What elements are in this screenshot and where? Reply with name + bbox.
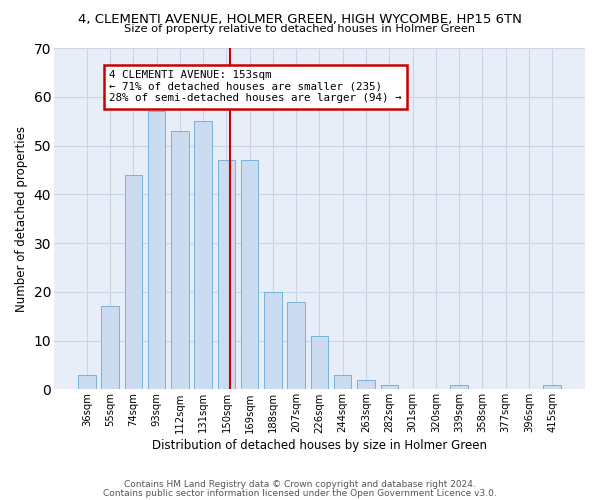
Bar xyxy=(287,302,305,390)
Bar xyxy=(380,384,398,390)
Bar xyxy=(311,336,328,390)
Bar xyxy=(171,131,188,390)
Text: 4 CLEMENTI AVENUE: 153sqm
← 71% of detached houses are smaller (235)
28% of semi: 4 CLEMENTI AVENUE: 153sqm ← 71% of detac… xyxy=(109,70,401,103)
Bar xyxy=(357,380,375,390)
Bar xyxy=(78,375,95,390)
X-axis label: Distribution of detached houses by size in Holmer Green: Distribution of detached houses by size … xyxy=(152,440,487,452)
Bar xyxy=(264,292,281,390)
Bar xyxy=(125,175,142,390)
Bar xyxy=(101,306,119,390)
Bar xyxy=(194,121,212,390)
Text: Contains HM Land Registry data © Crown copyright and database right 2024.: Contains HM Land Registry data © Crown c… xyxy=(124,480,476,489)
Bar xyxy=(451,384,468,390)
Text: 4, CLEMENTI AVENUE, HOLMER GREEN, HIGH WYCOMBE, HP15 6TN: 4, CLEMENTI AVENUE, HOLMER GREEN, HIGH W… xyxy=(78,12,522,26)
Bar xyxy=(241,160,259,390)
Text: Size of property relative to detached houses in Holmer Green: Size of property relative to detached ho… xyxy=(124,24,476,34)
Y-axis label: Number of detached properties: Number of detached properties xyxy=(15,126,28,312)
Text: Contains public sector information licensed under the Open Government Licence v3: Contains public sector information licen… xyxy=(103,488,497,498)
Bar xyxy=(544,384,561,390)
Bar xyxy=(334,375,352,390)
Bar xyxy=(218,160,235,390)
Bar xyxy=(148,112,166,390)
